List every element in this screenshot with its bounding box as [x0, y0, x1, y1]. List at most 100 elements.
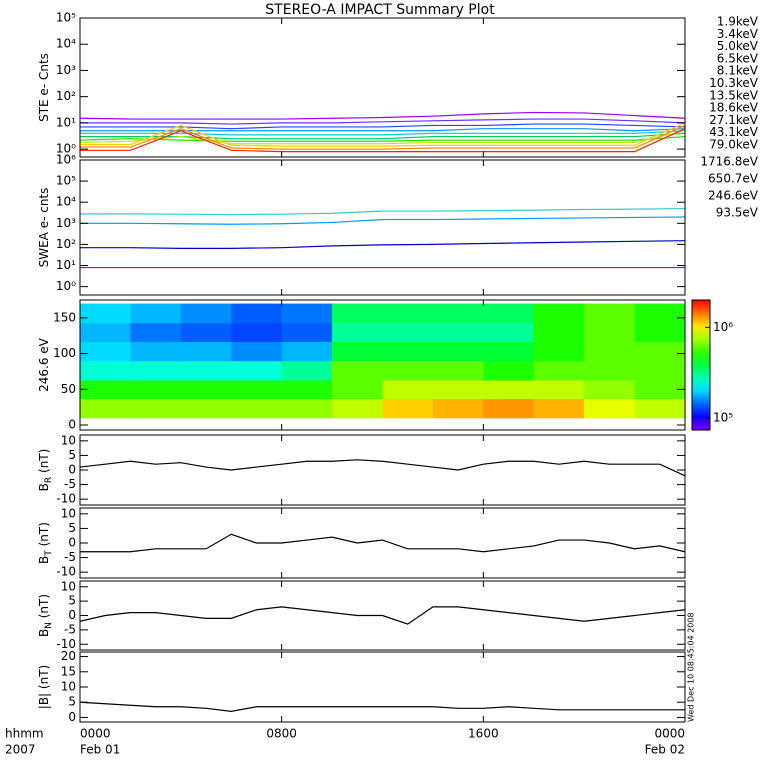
timestamp: Wed Dec 10 08:45:04 2008 [687, 612, 696, 722]
y-tick-label: -10 [56, 565, 76, 579]
y-tick-label: -5 [64, 550, 76, 564]
heatmap-cell [483, 341, 535, 362]
heatmap-cell [533, 398, 585, 419]
heatmap-cell [332, 380, 383, 400]
heatmap-cell [533, 380, 585, 400]
heatmap-cell [634, 303, 685, 324]
series-line [80, 111, 685, 120]
y-label-main: B [37, 629, 51, 637]
heatmap-cell [332, 360, 383, 381]
heatmap-cell [180, 380, 232, 400]
y-label-main: |B| (nT) [37, 665, 51, 709]
heatmap-cell [332, 398, 383, 419]
heatmap-cell [533, 341, 585, 362]
heatmap-cell [180, 322, 232, 342]
y-tick-label: 5 [68, 695, 76, 709]
panel-plot [80, 111, 685, 153]
heatmap-cell [382, 380, 434, 400]
legend-entry: 246.6eV [708, 189, 759, 203]
panel-frame [79, 651, 686, 723]
panel-frame [79, 159, 686, 296]
y-tick-label: 0 [68, 463, 76, 477]
y-tick-label: 100 [53, 346, 76, 360]
series-line [80, 122, 685, 147]
y-tick-label: 10² [56, 237, 76, 251]
y-label-main: B [37, 483, 51, 491]
legend-entry: 6.5keV [717, 51, 759, 65]
panel-frame [79, 434, 686, 506]
y-tick-label: 10⁵ [56, 11, 76, 25]
heatmap-cell [332, 322, 383, 342]
y-tick-label: 0 [68, 418, 76, 432]
y-tick-label: 20 [61, 649, 76, 663]
heatmap-cell [80, 303, 131, 324]
heatmap-cell [231, 322, 283, 342]
heatmap-cell [180, 341, 232, 362]
y-axis-label: STE e- Cnts [37, 53, 51, 122]
y-tick-label: 150 [53, 310, 76, 324]
y-tick-label: 10 [61, 680, 76, 694]
panel-plot [80, 606, 685, 625]
y-label-unit: (nT) [37, 594, 51, 618]
heatmap-cell [80, 380, 131, 400]
y-tick-label: 10¹ [56, 115, 76, 129]
y-label-main: STE e- Cnts [37, 53, 51, 122]
heatmap-cell [584, 398, 636, 419]
y-tick-label: 15 [61, 664, 76, 678]
y-tick-label: -5 [64, 622, 76, 636]
panel-plot [80, 459, 685, 477]
y-axis-label: SWEA e- cnts [37, 188, 51, 268]
y-tick-label: 10⁰ [56, 279, 76, 293]
heatmap-cell [634, 360, 685, 381]
y-axis-label: 246.6 eV [37, 337, 51, 392]
heatmap-cell [80, 398, 131, 419]
heatmap-cell [483, 303, 535, 324]
heatmap-cell [533, 322, 585, 342]
heatmap-cell [584, 360, 636, 381]
series-line [80, 240, 685, 249]
heatmap-cell [332, 341, 383, 362]
x-tick-label: 1600 [468, 727, 499, 741]
legend-entry: 650.7eV [708, 172, 759, 186]
panel-frame [79, 17, 686, 158]
heatmap-cell [483, 322, 535, 342]
heatmap-cell [382, 360, 434, 381]
panel-plot [80, 701, 685, 712]
heatmap-cell [281, 322, 333, 342]
panel-frame [79, 580, 686, 651]
heatmap-cell [130, 303, 182, 324]
panel-frame [79, 299, 686, 431]
heatmap-cell [634, 398, 685, 419]
heatmap-cell [130, 341, 182, 362]
series-line [80, 606, 685, 625]
y-tick-label: 10³ [56, 63, 76, 77]
series-line [80, 118, 685, 125]
year-label: 2007 [5, 743, 36, 757]
y-tick-label: -10 [56, 637, 76, 651]
heatmap-cell [382, 303, 434, 324]
heatmap-cell [432, 380, 484, 400]
time-unit-label: hhmm [5, 727, 44, 741]
y-tick-label: 5 [68, 521, 76, 535]
legend-entry: 79.0keV [709, 138, 759, 152]
y-tick-label: 50 [61, 382, 76, 396]
heatmap-cell [432, 360, 484, 381]
legend-entry: 18.6keV [709, 101, 759, 115]
series-line [80, 533, 685, 553]
series-line [80, 128, 685, 153]
heatmap-cell [231, 303, 283, 324]
y-tick-label: 0 [68, 608, 76, 622]
panel-plot [80, 207, 685, 269]
end-date: Feb 02 [645, 743, 685, 757]
series-line [80, 207, 685, 216]
heatmap-cell [432, 341, 484, 362]
legend-entry: 1716.8eV [700, 155, 758, 169]
heatmap-cell [533, 303, 585, 324]
series-line [80, 123, 685, 130]
legend-entry: 3.4keV [717, 27, 759, 41]
series-line [80, 124, 685, 150]
heatmap-cell [281, 341, 333, 362]
y-label-unit: (nT) [37, 449, 51, 473]
heatmap-cell [180, 303, 232, 324]
